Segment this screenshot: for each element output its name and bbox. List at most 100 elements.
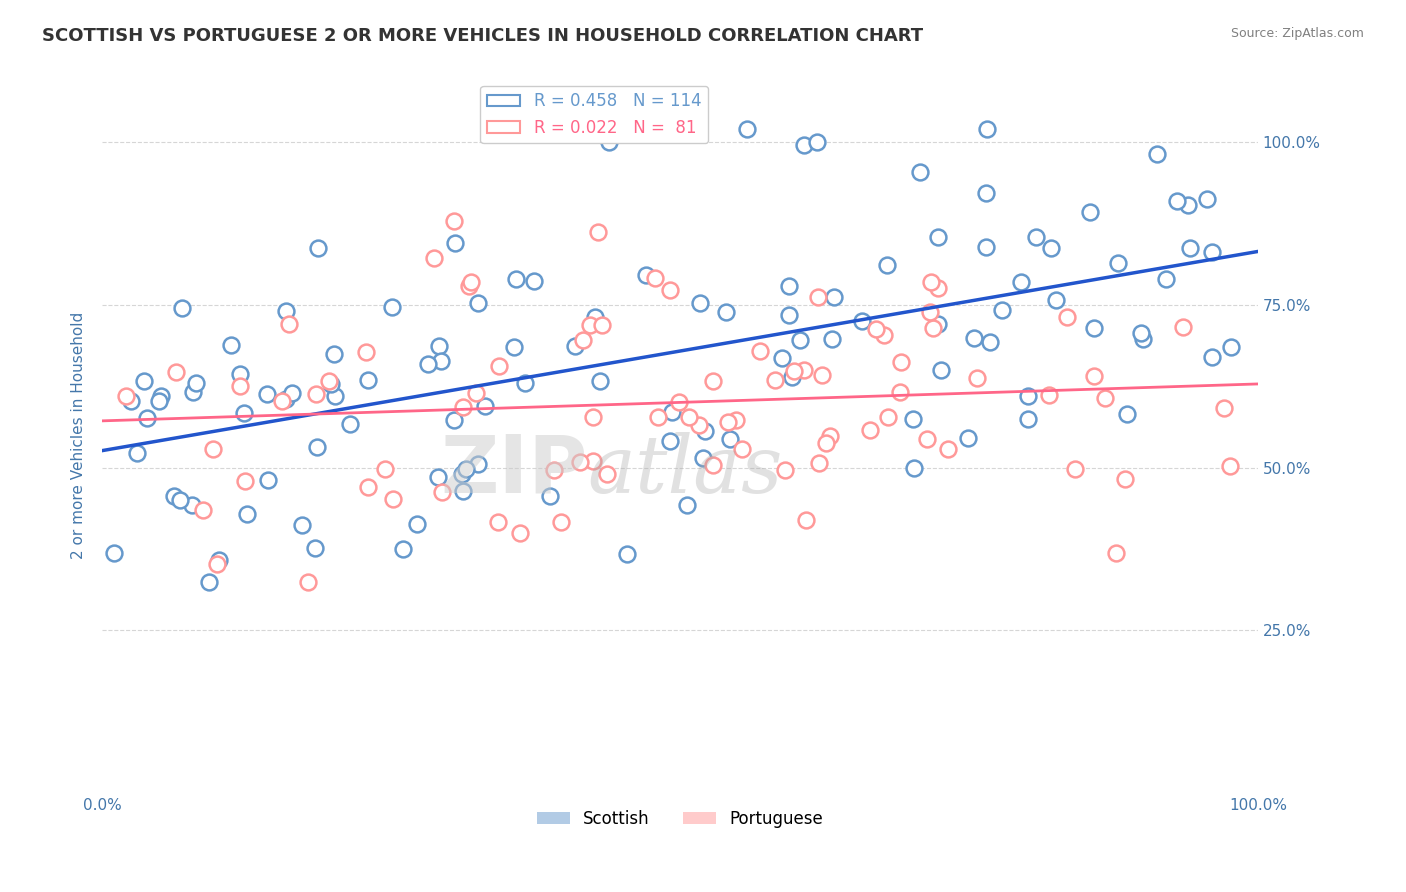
- Point: [374, 462, 396, 476]
- Point: [236, 508, 259, 522]
- Point: [966, 371, 988, 385]
- Point: [219, 337, 242, 351]
- Point: [1045, 293, 1067, 307]
- Point: [381, 301, 404, 315]
- Point: [416, 357, 439, 371]
- Point: [443, 412, 465, 426]
- Point: [806, 135, 828, 149]
- Point: [1197, 192, 1219, 206]
- Point: [354, 344, 377, 359]
- Point: [815, 435, 838, 450]
- Point: [323, 389, 346, 403]
- Point: [724, 413, 747, 427]
- Point: [229, 367, 252, 381]
- Point: [1017, 389, 1039, 403]
- Point: [974, 186, 997, 200]
- Point: [523, 274, 546, 288]
- Point: [201, 442, 224, 456]
- Point: [169, 492, 191, 507]
- Point: [1064, 461, 1087, 475]
- Text: Source: ZipAtlas.com: Source: ZipAtlas.com: [1230, 27, 1364, 40]
- Point: [859, 423, 882, 437]
- Point: [818, 429, 841, 443]
- Point: [974, 240, 997, 254]
- Point: [257, 473, 280, 487]
- Point: [426, 469, 449, 483]
- Point: [714, 304, 737, 318]
- Point: [876, 258, 898, 272]
- Point: [163, 489, 186, 503]
- Point: [1010, 275, 1032, 289]
- Point: [936, 442, 959, 457]
- Point: [1154, 271, 1177, 285]
- Point: [682, 122, 704, 136]
- Point: [451, 467, 474, 481]
- Point: [792, 362, 814, 376]
- Point: [233, 407, 256, 421]
- Point: [149, 389, 172, 403]
- Point: [823, 290, 845, 304]
- Point: [793, 138, 815, 153]
- Point: [872, 327, 894, 342]
- Point: [668, 395, 690, 409]
- Point: [467, 295, 489, 310]
- Point: [794, 512, 817, 526]
- Point: [503, 340, 526, 354]
- Point: [505, 272, 527, 286]
- Point: [901, 411, 924, 425]
- Point: [808, 456, 831, 470]
- Point: [474, 399, 496, 413]
- Point: [451, 484, 474, 499]
- Point: [1056, 310, 1078, 324]
- Point: [1094, 392, 1116, 406]
- Point: [305, 440, 328, 454]
- Point: [927, 280, 949, 294]
- Point: [578, 318, 600, 332]
- Point: [647, 409, 669, 424]
- Point: [588, 226, 610, 240]
- Point: [391, 541, 413, 556]
- Point: [963, 331, 986, 345]
- Point: [789, 333, 811, 347]
- Point: [181, 385, 204, 400]
- Point: [454, 462, 477, 476]
- Text: ZIP: ZIP: [440, 432, 588, 510]
- Point: [184, 376, 207, 390]
- Point: [467, 457, 489, 471]
- Point: [582, 453, 605, 467]
- Point: [778, 308, 800, 322]
- Point: [582, 410, 605, 425]
- Point: [132, 374, 155, 388]
- Point: [429, 354, 451, 368]
- Point: [644, 270, 666, 285]
- Point: [763, 373, 786, 387]
- Point: [678, 409, 700, 424]
- Point: [821, 332, 844, 346]
- Point: [688, 417, 710, 432]
- Point: [702, 458, 724, 472]
- Point: [357, 480, 380, 494]
- Point: [783, 364, 806, 378]
- Point: [1105, 546, 1128, 560]
- Point: [382, 492, 405, 507]
- Point: [976, 122, 998, 136]
- Point: [443, 214, 465, 228]
- Point: [208, 553, 231, 567]
- Point: [274, 392, 297, 406]
- Point: [1115, 408, 1137, 422]
- Point: [1130, 326, 1153, 340]
- Point: [1114, 472, 1136, 486]
- Point: [458, 279, 481, 293]
- Y-axis label: 2 or more Vehicles in Household: 2 or more Vehicles in Household: [72, 311, 86, 558]
- Point: [1040, 241, 1063, 255]
- Point: [890, 355, 912, 369]
- Point: [538, 490, 561, 504]
- Point: [181, 498, 204, 512]
- Point: [851, 313, 873, 327]
- Point: [571, 333, 593, 347]
- Point: [591, 318, 613, 333]
- Point: [695, 424, 717, 438]
- Point: [170, 301, 193, 315]
- Point: [583, 310, 606, 324]
- Point: [271, 393, 294, 408]
